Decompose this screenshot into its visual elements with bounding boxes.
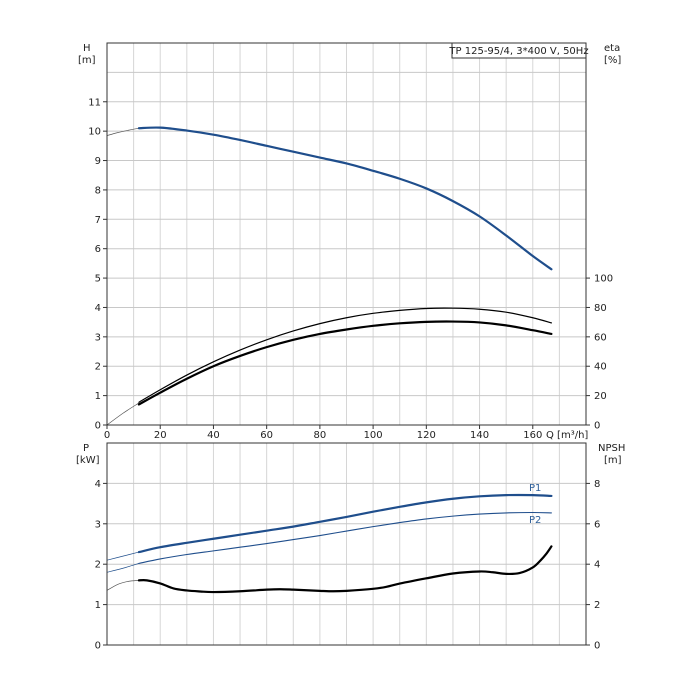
power-tick-label: 1 xyxy=(95,600,101,611)
bottom-plot-frame xyxy=(106,442,587,646)
x-tick-label: 100 xyxy=(364,430,383,441)
head-tick-label: 0 xyxy=(95,421,101,432)
head-tick-label: 2 xyxy=(95,362,101,373)
eta-tick-label: 80 xyxy=(594,303,607,314)
power-tick-label: 2 xyxy=(95,560,101,571)
x-tick-label: 80 xyxy=(314,430,327,441)
head-tick-label: 3 xyxy=(95,332,101,343)
x-tick-label: 160 xyxy=(523,430,542,441)
npsh-tick-label: 2 xyxy=(594,600,600,611)
chart-title-box xyxy=(451,42,587,59)
npsh-tick-label: 4 xyxy=(594,560,600,571)
eta-curve-extension xyxy=(106,402,140,426)
npsh-axis-symbol: NPSH xyxy=(598,443,625,454)
head-tick-label: 6 xyxy=(95,244,101,255)
head-tick-label: 4 xyxy=(95,303,101,314)
head-tick-label: 8 xyxy=(95,185,101,196)
head-tick-label: 10 xyxy=(88,127,101,138)
chart-title: TP 125-95/4, 3*400 V, 50Hz xyxy=(448,46,588,57)
eta-tick-label: 0 xyxy=(594,421,600,432)
eta-axis-unit: [%] xyxy=(604,55,621,66)
curves xyxy=(106,126,553,594)
power-axis-symbol: P xyxy=(83,443,89,454)
npsh-curve-extension xyxy=(106,580,140,591)
p2-curve-extension xyxy=(106,563,140,573)
x-tick-label: 60 xyxy=(260,430,273,441)
power-tick-label: 4 xyxy=(95,479,101,490)
head-tick-label: 1 xyxy=(95,391,101,402)
p1-curve-extension xyxy=(106,551,140,561)
eta-curve-lower xyxy=(137,320,553,406)
flow-axis-label: Q [m³/h] xyxy=(546,430,588,441)
series-label-p2: P2 xyxy=(529,515,541,526)
tick-labels: 0 20 40 60 80 100 120 140 1600123456789101102040… xyxy=(88,97,613,651)
npsh-tick-label: 8 xyxy=(594,479,600,490)
eta-tick-label: 40 xyxy=(594,362,607,373)
head-tick-label: 9 xyxy=(95,156,101,167)
power-tick-label: 3 xyxy=(95,519,101,530)
top-plot-frame xyxy=(106,42,587,426)
npsh-tick-label: 0 xyxy=(594,641,600,652)
p2-curve xyxy=(138,511,552,564)
npsh-curve xyxy=(137,545,553,594)
head-curve-extension xyxy=(106,127,140,136)
x-tick-label: 120 xyxy=(417,430,436,441)
power-tick-label: 0 xyxy=(95,641,101,652)
grid xyxy=(107,43,586,645)
head-tick-label: 5 xyxy=(95,274,101,285)
head-axis-unit: [m] xyxy=(78,55,96,66)
eta-tick-label: 20 xyxy=(594,391,607,402)
x-tick-label: 140 xyxy=(470,430,489,441)
npsh-axis-unit: [m] xyxy=(604,455,622,466)
x-tick-label: 40 xyxy=(207,430,220,441)
head-tick-label: 11 xyxy=(88,97,101,108)
eta-tick-label: 100 xyxy=(594,274,613,285)
series-label-p1: P1 xyxy=(529,483,541,494)
x-tick-label: 20 xyxy=(154,430,167,441)
head-axis-symbol: H xyxy=(83,43,91,54)
head-curve xyxy=(137,126,553,271)
x-tick-label: 0 xyxy=(104,430,110,441)
power-axis-unit: [kW] xyxy=(76,455,100,466)
head-tick-label: 7 xyxy=(95,215,101,226)
eta-tick-label: 60 xyxy=(594,332,607,343)
npsh-tick-label: 6 xyxy=(594,519,600,530)
p1-curve xyxy=(137,493,553,554)
eta-axis-symbol: eta xyxy=(604,43,620,54)
eta-curve-upper xyxy=(138,307,553,403)
